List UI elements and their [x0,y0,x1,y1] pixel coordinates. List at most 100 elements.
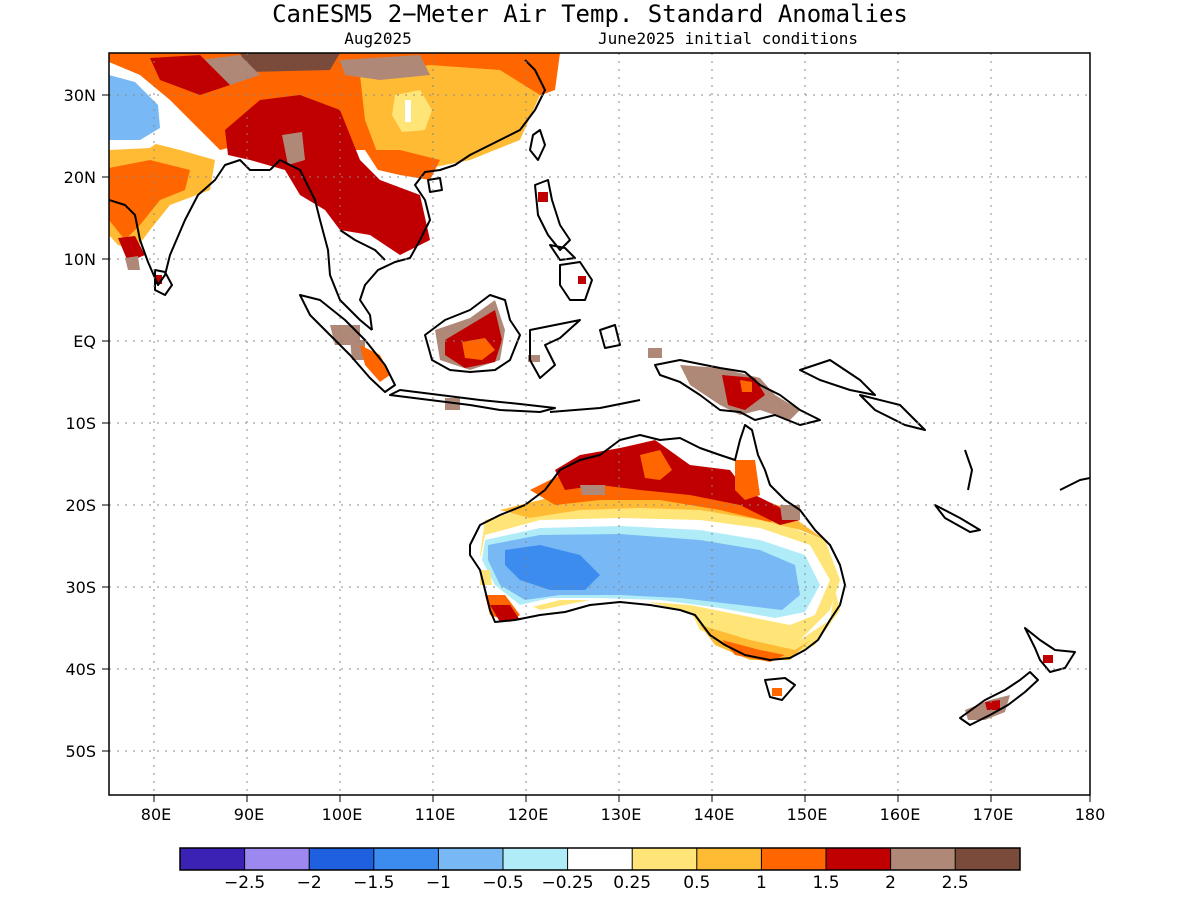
coast-indochina [359,59,546,331]
shade-nz-red-b [1043,655,1053,663]
coast-srilanka [154,269,173,296]
legend-swatch [180,848,245,870]
coast-hainan [427,177,443,193]
legend-frame [179,847,1021,871]
shade-png-brown-b [648,348,662,358]
lon-label-120e: 120E [508,805,549,824]
shade-tibet-cool [109,75,160,140]
lon-label-140e: 140E [694,805,735,824]
shade-aus-north-red [555,440,800,525]
coast-sulawesi [529,319,581,379]
legend-swatch [373,848,439,870]
coast-newguinea [654,359,821,426]
coast-borneo [424,294,521,373]
coast-lesser-sunda [549,399,641,413]
anomaly-shading [109,53,1053,720]
lon-label-80e: 80E [141,805,171,824]
shade-aus-deepblue [505,545,600,590]
shade-png-red [722,375,765,410]
shade-aus-se-orange [722,640,785,662]
lat-label-10n: 10N [64,250,96,269]
lon-label-180: 180 [1075,805,1106,824]
legend-label: −1.5 [353,873,394,893]
lat-label-50s: 50S [65,742,96,761]
lon-label-130e: 130E [601,805,642,824]
coastlines [109,59,1090,726]
coast-gulf-thailand [339,229,386,261]
coast-nz-north [1024,627,1076,673]
legend-swatch [309,848,374,870]
legend-labels: −2.5 −2 −1.5 −1 −0.5 −0.25 0.25 0.5 1 1.… [224,873,969,893]
lat-label-30n: 30N [64,86,96,105]
coast-bismarck [799,359,876,396]
legend-label: −0.25 [542,873,594,893]
shade-seasia-red [225,95,430,255]
coast-visayas [549,244,576,261]
legend-swatch [632,848,697,870]
latitude-axis: 30N 20N 10N EQ 10S 20S 30S 40S 50S [64,86,109,761]
shade-aus-ne-brown [780,505,800,520]
lon-label-90e: 90E [234,805,264,824]
map-title: CanESM5 2−Meter Air Temp. Standard Anoma… [272,0,908,28]
shade-borneo-orange [462,338,495,360]
coast-java [389,389,556,413]
shade-aus-south-orange [700,625,810,660]
legend-label: 0.25 [613,873,651,893]
forecast-month: Aug2025 [344,29,411,48]
shade-png-orange [740,380,752,392]
coast-solomon [859,394,926,431]
coast-newcaledonia [934,504,981,533]
lon-label-100e: 100E [322,805,363,824]
lat-label-10s: 10S [65,414,96,433]
lon-label-160e: 160E [880,805,921,824]
shade-phil-a [538,192,548,202]
shade-india-red [118,236,145,262]
legend-label: −0.5 [482,873,523,893]
lat-label-30s: 30S [65,578,96,597]
coast-fiji [1059,477,1090,491]
coast-burma-malaya [269,159,373,331]
coast-tasmania [764,677,796,701]
legend-swatch [244,848,310,870]
gridlines [109,53,1090,795]
shade-sumatra-brown-b [350,340,365,360]
plot-frame [108,52,1091,796]
shade-india-orange [109,160,190,240]
lon-label-110e: 110E [415,805,456,824]
shade-aus-sw-red [490,605,520,622]
lat-label-eq: EQ [73,332,96,351]
shade-aus-north-orange2 [640,450,672,480]
shade-china-white [405,100,411,122]
legend-swatch [696,848,762,870]
longitude-axis: 80E 90E 100E 110E 120E 130E 140E 150E 16… [141,795,1106,824]
shade-seasia-brown [282,132,305,165]
legend-label: 1.5 [812,873,839,893]
coast-vanuatu [964,449,973,491]
lat-label-20n: 20N [64,168,96,187]
shade-java-brown [445,398,460,410]
legend-swatch [890,848,956,870]
legend-label: 2 [885,873,896,893]
shade-nz-red-a [985,700,1000,710]
shade-aus-nw-brown [580,485,605,495]
lon-label-150e: 150E [787,805,828,824]
coast-australia [469,424,846,661]
lat-label-40s: 40S [65,660,96,679]
shade-china-core [392,90,432,132]
legend-label: 0.5 [683,873,710,893]
lat-label-20s: 20S [65,496,96,515]
coast-taiwan [529,129,546,161]
legend-label: −2.5 [224,873,265,893]
coast-india [109,159,270,286]
legend-swatch [567,848,633,870]
coast-nz-south [959,671,1039,726]
legend-label: −1 [426,873,451,893]
legend-swatch [503,848,568,870]
shade-seasia-orange [365,150,440,180]
shade-aus-cape-orange [735,460,760,500]
legend-label: 2.5 [942,873,969,893]
coast-sumatra [299,294,396,393]
shade-china-yellow [360,65,540,170]
lon-label-170e: 170E [973,805,1014,824]
